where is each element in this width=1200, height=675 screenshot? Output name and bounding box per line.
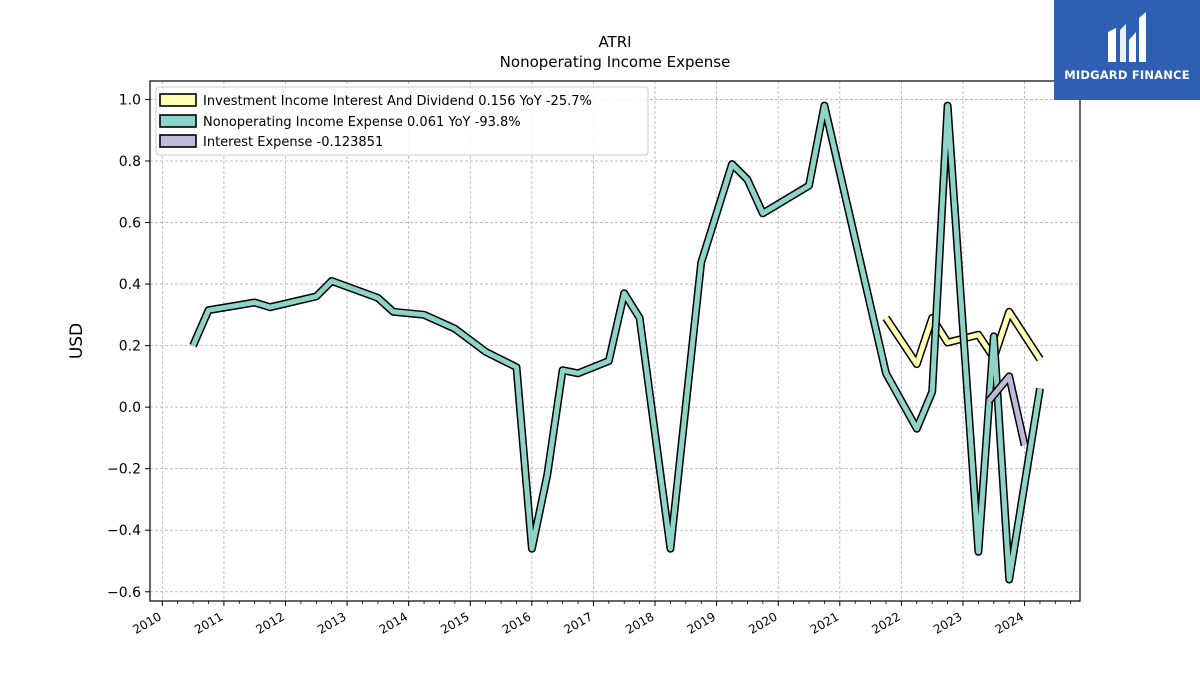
y-tick-label: 0.4 [119,277,141,293]
y-tick-label: −0.4 [107,523,141,539]
series-line-interest-expense [986,373,1028,446]
series-line-nonoperating-income-expense [190,103,1043,582]
series-layer [189,101,1044,584]
legend-box [155,86,649,156]
y-tick-label: 1.0 [119,92,141,108]
y-tick-label: 0.6 [119,216,141,232]
legend-swatch-investment [159,93,197,107]
logo-text: MIDGARD FINANCE [1064,68,1190,82]
y-tick-label: 0.8 [119,154,141,170]
y-tick-label: 0.0 [119,400,141,416]
legend-swatch-nonoperating [159,114,197,128]
y-tick-label: −0.6 [107,585,141,601]
chart-subtitle: Nonoperating Income Expense [500,53,731,71]
legend-label-investment: Investment Income Interest And Dividend … [203,94,592,109]
chart-title: ATRI [598,33,631,51]
legend-label-interest: Interest Expense -0.123851 [203,135,383,150]
legend-label-nonoperating: Nonoperating Income Expense 0.061 YoY -9… [203,115,521,130]
logo-mark-icon [1108,12,1146,62]
y-axis-label: USD [67,323,87,359]
brand-logo: MIDGARD FINANCE [1054,0,1200,100]
y-tick-label: 0.2 [119,339,141,355]
legend: Investment Income Interest And Dividend … [155,86,649,156]
plot-frame [149,80,1081,602]
legend-swatch-interest [159,134,197,148]
y-tick-label: −0.2 [107,462,141,478]
